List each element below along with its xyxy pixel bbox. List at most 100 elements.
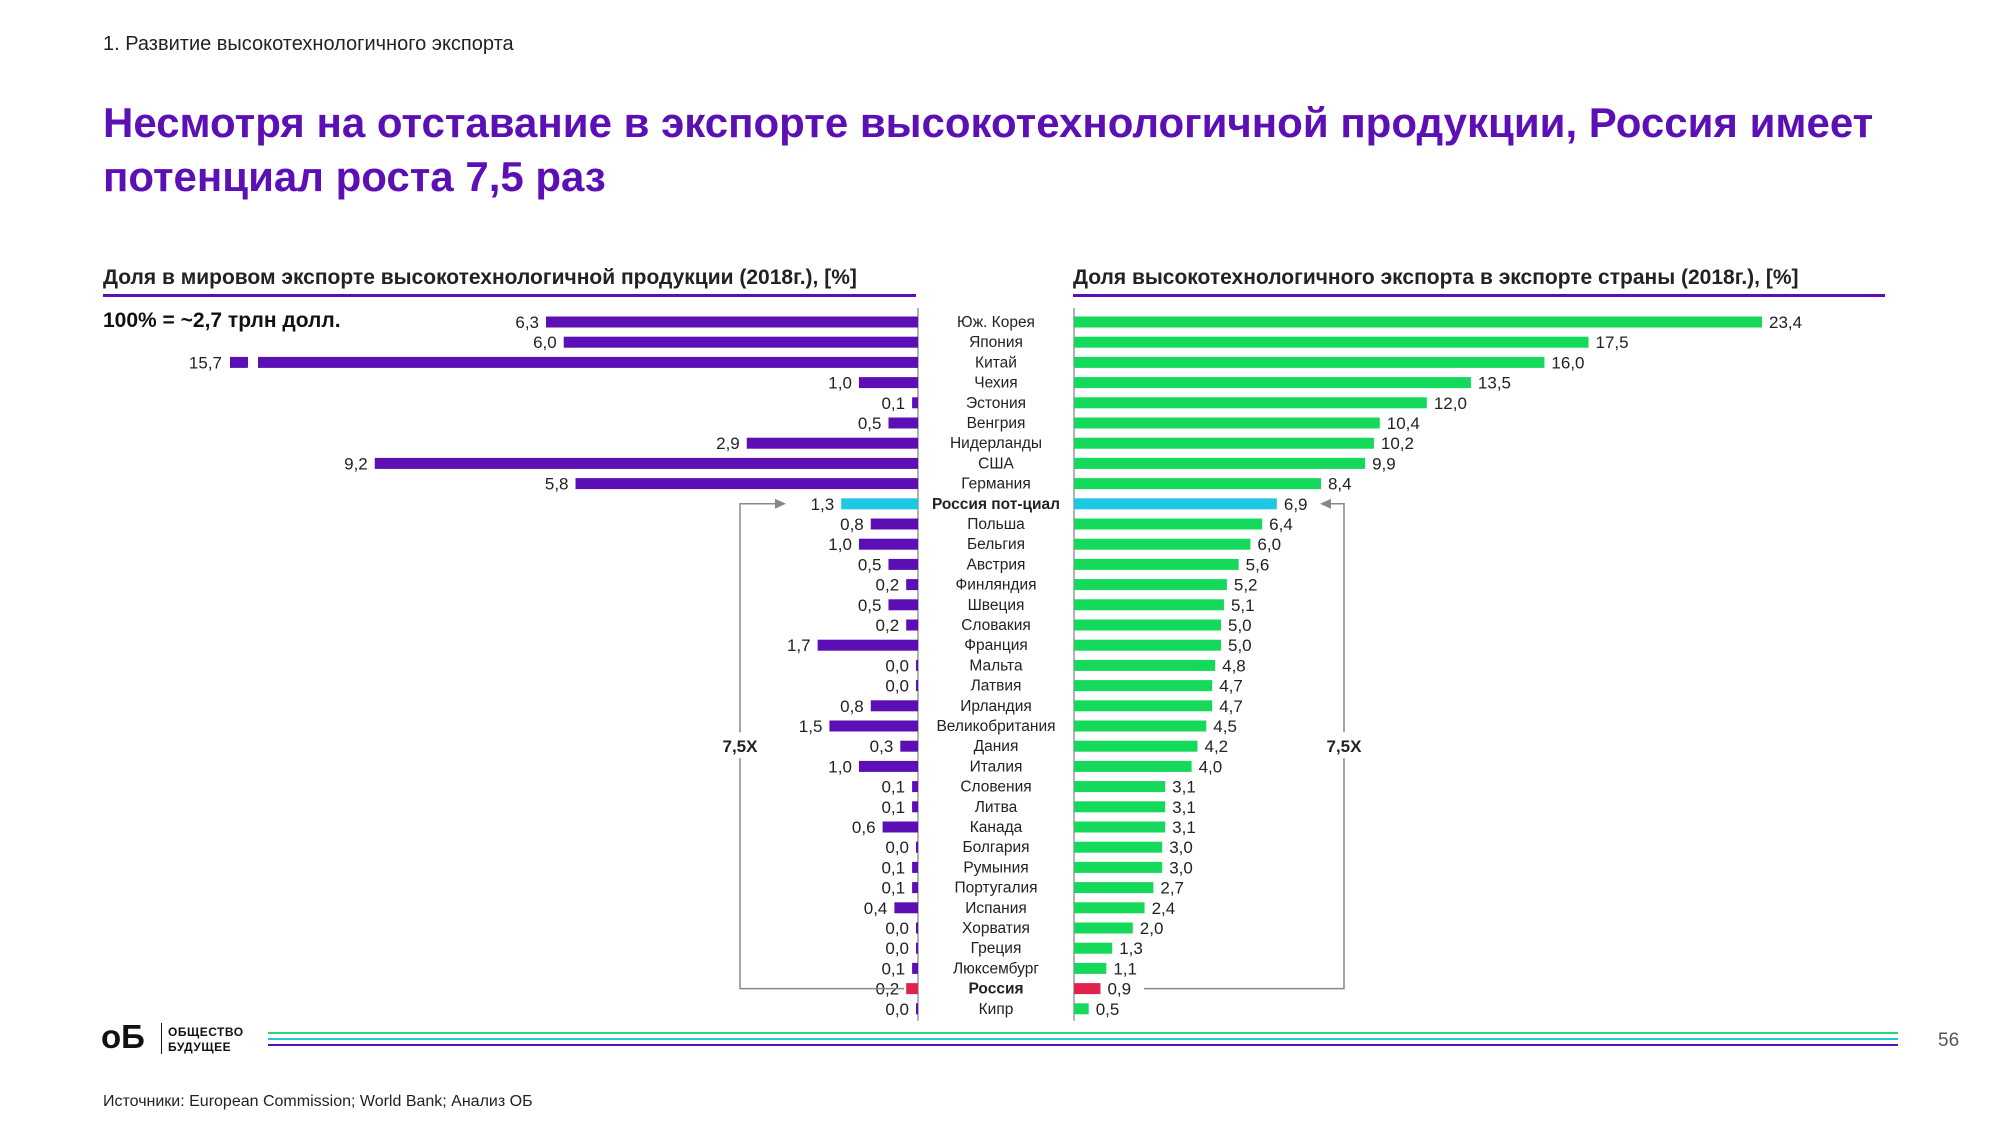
country-label: Болгария [962,839,1029,856]
country-label: Кипр [979,1001,1014,1018]
left-bar-словакия [906,619,918,631]
right-bar-германия [1074,478,1321,490]
country-label: Дания [974,738,1019,755]
left-bar-венгрия [888,417,918,429]
right-chart-title: Доля высокотехнологичного экспорта в экс… [1073,266,1799,289]
brand-logo: оБ ОБЩЕСТВО БУДУЩЕЕ [101,1019,261,1057]
right-value-label: 6,0 [1257,535,1281,554]
left-bar-бельгия [858,538,918,550]
right-bar-хорватия [1074,922,1133,934]
left-annotation-bg [720,732,760,759]
left-bar-дания [900,740,918,752]
country-label: Греция [971,940,1022,957]
country-label: Германия [961,476,1031,493]
right-bar-канада [1074,821,1166,833]
country-label: Юж. Корея [957,314,1035,331]
right-bar-болгария [1074,841,1163,853]
country-label: Швеция [968,597,1025,614]
left-bar-великобритания [829,720,918,732]
left-bar-германия [575,478,918,490]
left-bar-хорватия [916,922,918,934]
right-value-label: 2,7 [1160,879,1184,898]
footer-line-cyan [268,1038,1898,1040]
country-label: Хорватия [962,920,1030,937]
right-value-label: 4,2 [1204,737,1228,756]
left-bar-канада [882,821,918,833]
right-value-label: 0,5 [1096,1000,1120,1019]
right-bar-сша [1074,457,1366,469]
country-label: Франция [964,637,1028,654]
left-bar-чехия [858,377,918,389]
right-bar-бельгия [1074,538,1251,550]
axis-break-mark [247,354,259,370]
left-value-label: 15,7 [189,353,222,372]
left-value-label: 0,0 [885,939,909,958]
left-value-label: 0,0 [885,838,909,857]
right-value-label: 10,4 [1387,414,1420,433]
left-value-label: 0,1 [881,858,905,877]
country-label: Португалия [954,880,1037,897]
right-value-label: 8,4 [1328,475,1352,494]
left-value-label: 9,2 [344,454,368,473]
right-bar-польша [1074,518,1263,530]
right-value-label: 3,0 [1169,838,1193,857]
country-label: Канада [970,819,1023,836]
sources-note: Источники: European Commission; World Ba… [103,1093,533,1110]
total-note: 100% = ~2,7 трлн долл. [103,309,341,332]
right-bar-ирландия [1074,700,1213,712]
right-value-label: 4,7 [1219,697,1243,716]
country-label: Россия пот-циал [932,496,1060,513]
right-growth-arrowhead [1320,498,1331,509]
right-value-label: 4,8 [1222,656,1246,675]
right-bar-италия [1074,760,1192,772]
left-value-label: 1,7 [787,636,811,655]
right-value-label: 4,5 [1213,717,1237,736]
left-bar-литва [912,801,918,813]
right-bar-япония [1074,336,1589,348]
right-bar-чехия [1074,377,1471,389]
right-bar-румыния [1074,861,1163,873]
right-value-label: 5,0 [1228,616,1252,635]
footer-line-green [268,1032,1898,1034]
right-bar-великобритания [1074,720,1207,732]
country-label: Япония [969,334,1023,351]
left-value-label: 6,0 [533,333,557,352]
left-bar-польша [870,518,918,530]
left-value-label: 0,8 [840,697,864,716]
right-value-label: 3,1 [1172,778,1196,797]
left-bar-россия-пот-циал [841,498,918,510]
left-bar-румыния [912,861,918,873]
right-value-label: 9,9 [1372,454,1396,473]
left-bar-италия [858,760,918,772]
page-title: Несмотря на отставание в экспорте высоко… [103,99,1874,200]
right-value-label: 5,2 [1234,576,1258,595]
right-bar-россия-пот-циал [1074,498,1277,510]
left-bar-финляндия [906,579,918,591]
right-value-label: 3,0 [1169,858,1193,877]
left-value-label: 0,5 [858,414,882,433]
left-value-label: 6,3 [515,313,539,332]
left-value-label: 0,1 [881,959,905,978]
left-bar-китай [258,356,918,368]
right-bars: 23,4 17,5 16,0 13,5 12,0 10,410,29,9 8,4 6,96,4… [1074,313,1802,1019]
country-label: Эстония [966,395,1026,412]
right-value-label: 17,5 [1596,333,1629,352]
left-value-label: 0,2 [876,616,900,635]
right-growth-annotation: 7,5X [1327,737,1363,756]
country-labels: Юж. Корея Япония Китай Чехия Эстония Венгрия Н… [932,314,1060,1018]
left-value-label: 0,1 [881,798,905,817]
left-bar-португалия [912,882,918,894]
right-bar-люксембург [1074,962,1107,974]
country-label: Ирландия [960,698,1032,715]
country-label: Латвия [971,678,1022,695]
left-bar-эстония [912,397,918,409]
left-value-label: 1,0 [828,757,852,776]
country-label: Польша [967,516,1025,533]
bar-charts: 6,36,015,71,00,10,52,99,25,81,30,81,00,5… [189,308,1802,1021]
right-bar-юж-корея [1074,316,1762,328]
logo-separator [161,1023,162,1054]
country-label: Россия [968,981,1023,998]
growth-annotations: 7,5X 7,5X [720,498,1364,990]
country-label: Нидерланды [950,435,1042,452]
right-bar-латвия [1074,680,1213,692]
